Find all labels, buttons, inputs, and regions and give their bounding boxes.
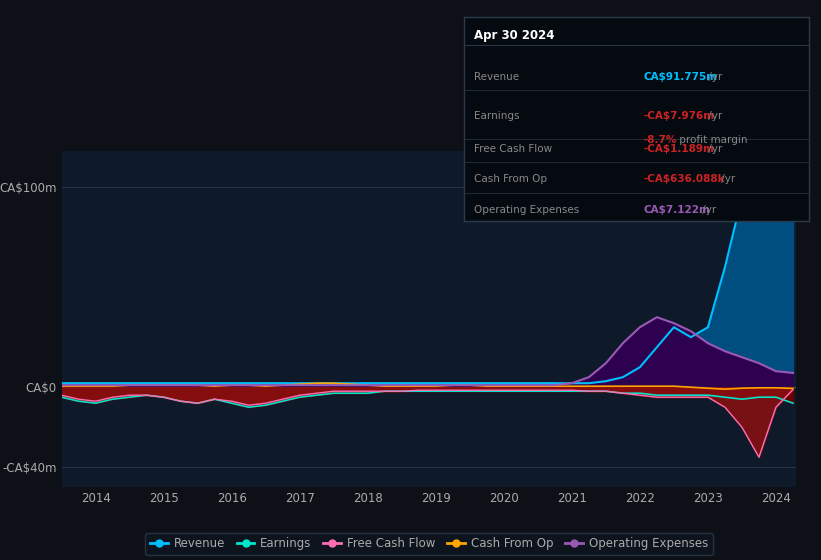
Text: /yr: /yr bbox=[705, 111, 722, 121]
Text: Operating Expenses: Operating Expenses bbox=[475, 205, 580, 215]
Text: -CA$7.976m: -CA$7.976m bbox=[643, 111, 714, 121]
Text: Apr 30 2024: Apr 30 2024 bbox=[475, 29, 555, 42]
Legend: Revenue, Earnings, Free Cash Flow, Cash From Op, Operating Expenses: Revenue, Earnings, Free Cash Flow, Cash … bbox=[145, 533, 713, 555]
Text: /yr: /yr bbox=[699, 205, 716, 215]
Text: /yr: /yr bbox=[705, 143, 722, 153]
Text: Earnings: Earnings bbox=[475, 111, 520, 121]
Text: /yr: /yr bbox=[718, 174, 735, 184]
Text: Free Cash Flow: Free Cash Flow bbox=[475, 143, 553, 153]
Text: -CA$636.088k: -CA$636.088k bbox=[643, 174, 725, 184]
Text: CA$91.775m: CA$91.775m bbox=[643, 72, 718, 82]
Text: /yr: /yr bbox=[705, 72, 722, 82]
Text: Cash From Op: Cash From Op bbox=[475, 174, 548, 184]
Text: -8.7%: -8.7% bbox=[643, 136, 677, 146]
Text: Revenue: Revenue bbox=[475, 72, 520, 82]
Text: -CA$1.189m: -CA$1.189m bbox=[643, 143, 714, 153]
Text: profit margin: profit margin bbox=[676, 136, 747, 146]
Text: CA$7.122m: CA$7.122m bbox=[643, 205, 710, 215]
